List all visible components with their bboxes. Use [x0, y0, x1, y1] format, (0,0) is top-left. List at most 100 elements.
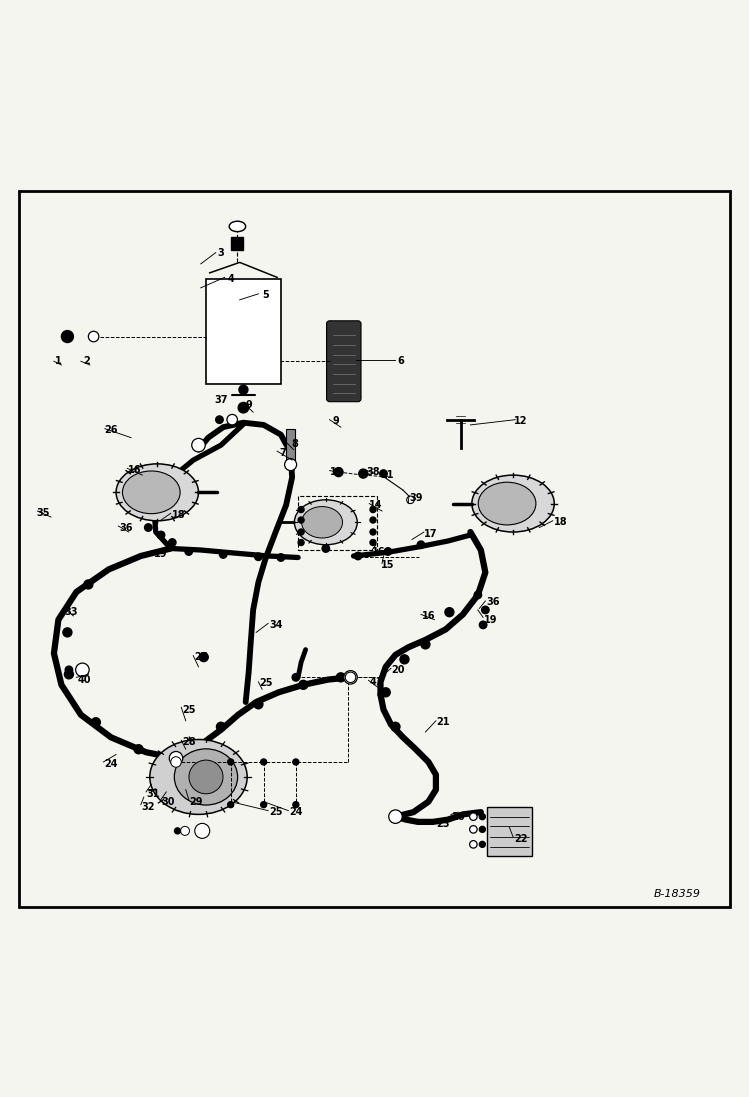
Text: 11: 11	[381, 471, 395, 480]
Text: 25: 25	[182, 704, 195, 714]
Circle shape	[470, 826, 477, 833]
Text: 34: 34	[269, 620, 282, 630]
Circle shape	[479, 621, 487, 629]
Circle shape	[370, 517, 376, 523]
Circle shape	[219, 551, 227, 558]
Circle shape	[88, 331, 99, 342]
Text: 9: 9	[332, 416, 339, 426]
Circle shape	[479, 814, 485, 819]
Bar	[286, 429, 295, 460]
Circle shape	[336, 672, 345, 682]
Circle shape	[228, 759, 234, 765]
Ellipse shape	[175, 749, 237, 805]
Circle shape	[84, 580, 93, 589]
Text: 10: 10	[330, 467, 344, 477]
Circle shape	[181, 826, 189, 836]
Text: 1: 1	[55, 357, 62, 366]
Text: 32: 32	[142, 802, 155, 812]
Text: 16: 16	[372, 547, 385, 557]
Circle shape	[293, 759, 299, 765]
Ellipse shape	[294, 500, 357, 545]
Circle shape	[134, 745, 143, 754]
Bar	[298, 496, 377, 550]
Text: 18: 18	[172, 510, 185, 520]
Circle shape	[185, 547, 192, 555]
Text: 2: 2	[82, 357, 90, 366]
Text: 3: 3	[217, 248, 225, 258]
Circle shape	[199, 653, 208, 661]
Circle shape	[227, 415, 237, 425]
Text: 9: 9	[245, 399, 252, 409]
Circle shape	[298, 507, 304, 512]
Text: 26: 26	[104, 426, 118, 436]
Text: 12: 12	[514, 416, 527, 426]
Text: 22: 22	[514, 834, 527, 844]
Circle shape	[64, 670, 73, 679]
Circle shape	[169, 751, 183, 765]
Circle shape	[380, 470, 387, 477]
Ellipse shape	[231, 223, 244, 230]
Circle shape	[261, 759, 267, 765]
Circle shape	[482, 607, 489, 613]
Circle shape	[445, 608, 454, 617]
Circle shape	[470, 840, 477, 848]
Text: 39: 39	[409, 493, 422, 502]
Ellipse shape	[302, 507, 342, 538]
Circle shape	[254, 700, 263, 709]
Text: 25: 25	[269, 807, 282, 817]
Text: 16: 16	[422, 611, 435, 621]
Text: 29: 29	[189, 796, 203, 806]
Text: 41: 41	[369, 677, 383, 687]
Circle shape	[255, 553, 262, 561]
Circle shape	[61, 330, 73, 342]
Circle shape	[299, 680, 308, 689]
Bar	[231, 237, 243, 250]
Circle shape	[384, 547, 392, 555]
Text: 17: 17	[424, 529, 437, 539]
Text: 4: 4	[227, 274, 234, 284]
Circle shape	[145, 523, 152, 531]
Text: B-18359: B-18359	[653, 889, 700, 900]
Circle shape	[192, 439, 205, 452]
Text: 23: 23	[437, 819, 450, 829]
Circle shape	[169, 539, 176, 546]
Circle shape	[359, 470, 368, 478]
Circle shape	[389, 810, 402, 824]
Circle shape	[479, 841, 485, 847]
Text: 5: 5	[262, 291, 270, 301]
Circle shape	[334, 467, 343, 476]
Circle shape	[322, 545, 330, 552]
Text: 8: 8	[291, 439, 298, 449]
Text: 38: 38	[366, 467, 380, 477]
Text: 19: 19	[154, 548, 168, 558]
Circle shape	[91, 717, 100, 726]
Circle shape	[65, 666, 73, 674]
Text: 31: 31	[147, 789, 160, 800]
Text: 21: 21	[437, 717, 450, 727]
Ellipse shape	[472, 475, 554, 532]
Circle shape	[421, 640, 430, 648]
Circle shape	[479, 826, 485, 833]
Text: 35: 35	[37, 508, 50, 518]
Text: 16: 16	[452, 812, 465, 822]
Circle shape	[474, 591, 482, 599]
Circle shape	[157, 531, 165, 539]
Circle shape	[391, 722, 400, 732]
Circle shape	[370, 507, 376, 512]
Circle shape	[298, 540, 304, 545]
Circle shape	[277, 554, 285, 562]
Text: 20: 20	[392, 665, 405, 675]
Text: 36: 36	[119, 522, 133, 532]
Bar	[487, 807, 532, 856]
Circle shape	[261, 802, 267, 807]
Text: 6: 6	[397, 357, 404, 366]
Text: 27: 27	[194, 652, 207, 663]
Text: 24: 24	[104, 759, 118, 769]
Text: 19: 19	[484, 614, 497, 624]
Circle shape	[195, 824, 210, 838]
Circle shape	[407, 496, 414, 504]
Text: 18: 18	[554, 518, 567, 528]
Ellipse shape	[229, 222, 246, 231]
Circle shape	[216, 416, 223, 423]
Circle shape	[293, 802, 299, 807]
